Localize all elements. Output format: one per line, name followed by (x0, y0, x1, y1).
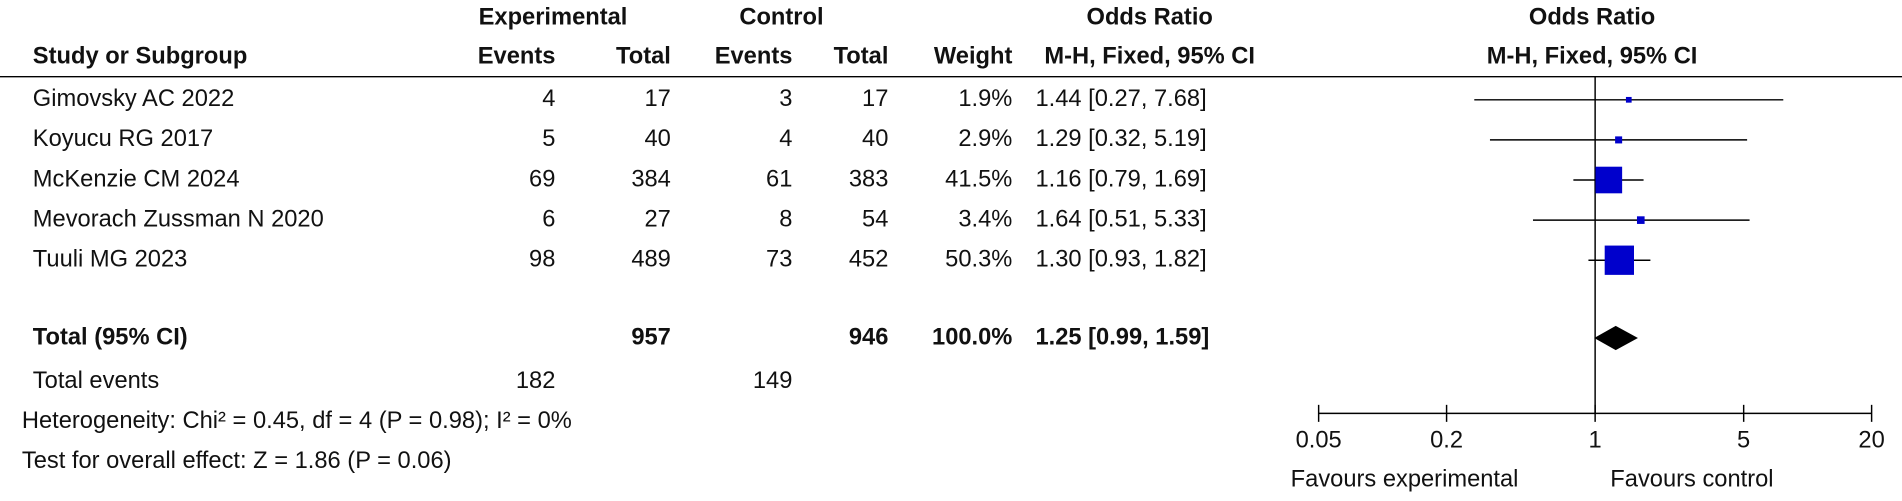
column-header: M-H, Fixed, 95% CI (1044, 44, 1255, 70)
weight-box (1636, 216, 1645, 224)
cell: 17 (862, 86, 888, 112)
cell: 489 (631, 246, 671, 272)
cell: 50.3% (945, 246, 1012, 272)
total-cell: 957 (631, 324, 671, 350)
cell: 8 (779, 206, 792, 232)
total-cell: 100.0% (932, 324, 1012, 350)
cell: 54 (862, 206, 888, 232)
total-events-label: Total events (33, 368, 159, 394)
group-header: Experimental (479, 5, 628, 31)
plot-method: M-H, Fixed, 95% CI (1487, 44, 1698, 70)
group-header: Control (739, 5, 823, 31)
total-events-exp: 182 (516, 368, 556, 394)
study-name: Gimovsky AC 2022 (33, 86, 234, 112)
cell: 40 (862, 126, 888, 152)
study-name: McKenzie CM 2024 (33, 166, 240, 192)
cell: 73 (766, 246, 792, 272)
column-header: Weight (934, 44, 1013, 70)
heterogeneity: Heterogeneity: Chi² = 0.45, df = 4 (P = … (22, 408, 572, 434)
cell: 2.9% (958, 126, 1012, 152)
favours-left: Favours experimental (1291, 466, 1519, 492)
favours-right: Favours control (1610, 466, 1773, 492)
cell: 17 (645, 86, 671, 112)
cell: 40 (645, 126, 671, 152)
study-name: Mevorach Zussman N 2020 (33, 206, 324, 232)
column-header: Total (616, 44, 671, 70)
total-cell: 946 (849, 324, 889, 350)
cell: 384 (631, 166, 671, 192)
x-tick-label: 0.05 (1296, 428, 1342, 454)
ci-label: 1.30 [0.93, 1.82] (1035, 246, 1206, 272)
x-tick-label: 5 (1737, 428, 1750, 454)
weight-box (1604, 245, 1634, 275)
ci-label: 1.16 [0.79, 1.69] (1035, 166, 1206, 192)
cell: 1.9% (958, 86, 1012, 112)
cell: 5 (542, 126, 555, 152)
plot-title: Odds Ratio (1529, 5, 1655, 31)
cell: 27 (645, 206, 671, 232)
cell: 69 (529, 166, 555, 192)
x-tick-label: 20 (1858, 428, 1884, 454)
column-header: Total (834, 44, 889, 70)
total-events-ctrl: 149 (753, 368, 793, 394)
cell: 98 (529, 246, 555, 272)
ci-label: 1.29 [0.32, 5.19] (1035, 126, 1206, 152)
cell: 4 (542, 86, 555, 112)
total-cell: Total (95% CI) (33, 324, 188, 350)
x-tick-label: 1 (1589, 428, 1602, 454)
ci-label: 1.64 [0.51, 5.33] (1035, 206, 1206, 232)
group-header: Odds Ratio (1087, 5, 1213, 31)
cell: 41.5% (945, 166, 1012, 192)
study-name: Koyucu RG 2017 (33, 126, 213, 152)
cell: 6 (542, 206, 555, 232)
cell: 452 (849, 246, 889, 272)
cell: 3.4% (958, 206, 1012, 232)
cell: 4 (779, 126, 792, 152)
cell: 383 (849, 166, 889, 192)
column-header: Study or Subgroup (33, 44, 247, 70)
column-header: Events (478, 44, 556, 70)
cell: 3 (779, 86, 792, 112)
x-tick-label: 0.2 (1430, 428, 1463, 454)
overall-effect: Test for overall effect: Z = 1.86 (P = 0… (22, 448, 452, 474)
weight-box (1615, 136, 1623, 144)
total-diamond (1594, 325, 1638, 351)
total-cell: 1.25 [0.99, 1.59] (1035, 324, 1209, 350)
weight-box (1595, 166, 1623, 194)
weight-box (1625, 96, 1632, 103)
ci-label: 1.44 [0.27, 7.68] (1035, 86, 1206, 112)
cell: 61 (766, 166, 792, 192)
column-header: Events (715, 44, 793, 70)
study-name: Tuuli MG 2023 (33, 246, 187, 272)
